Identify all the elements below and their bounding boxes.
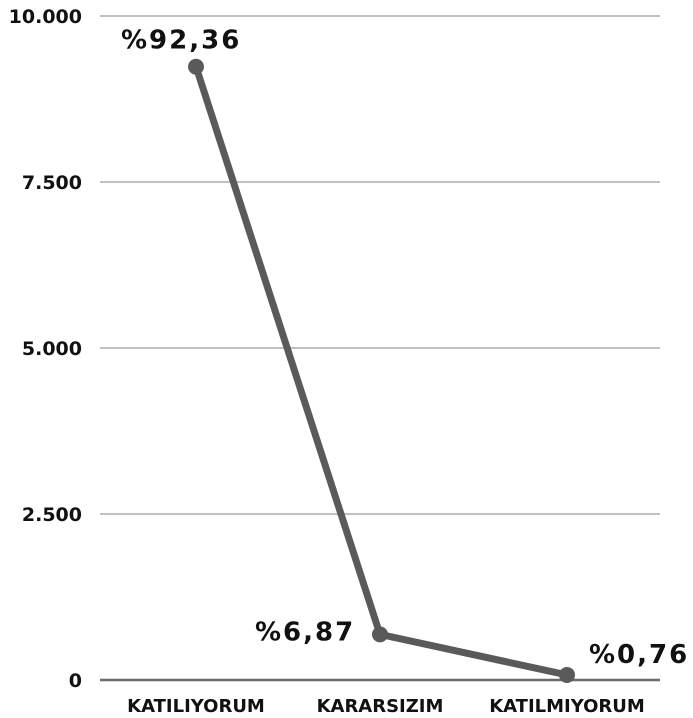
y-tick-label-3: 7.500: [22, 172, 82, 194]
y-axis-ticks: 0 2.500 5.000 7.500 10.000: [9, 6, 82, 692]
series-line: [192, 63, 571, 679]
y-tick-label-1: 2.500: [22, 504, 82, 526]
y-tick-label-0: 0: [69, 670, 82, 692]
series-line-group: [188, 58, 575, 683]
data-point-1: [372, 626, 388, 643]
data-point-2: [559, 666, 575, 683]
data-labels: %92,36 %6,87 %0,76: [121, 26, 689, 670]
x-tick-label-1: KARARSIZIM: [317, 696, 444, 717]
x-axis-ticks: KATILIYORUM KARARSIZIM KATILMIYORUM: [127, 696, 645, 717]
y-tick-label-4: 10.000: [9, 6, 82, 28]
data-label-2: %0,76: [589, 640, 689, 670]
y-tick-label-2: 5.000: [22, 338, 82, 360]
data-point-0: [188, 58, 204, 75]
data-label-0: %92,36: [121, 26, 241, 56]
x-tick-label-0: KATILIYORUM: [127, 696, 265, 717]
data-label-1: %6,87: [255, 617, 355, 647]
x-tick-label-2: KATILMIYORUM: [489, 696, 645, 717]
gridlines: [100, 15, 660, 682]
